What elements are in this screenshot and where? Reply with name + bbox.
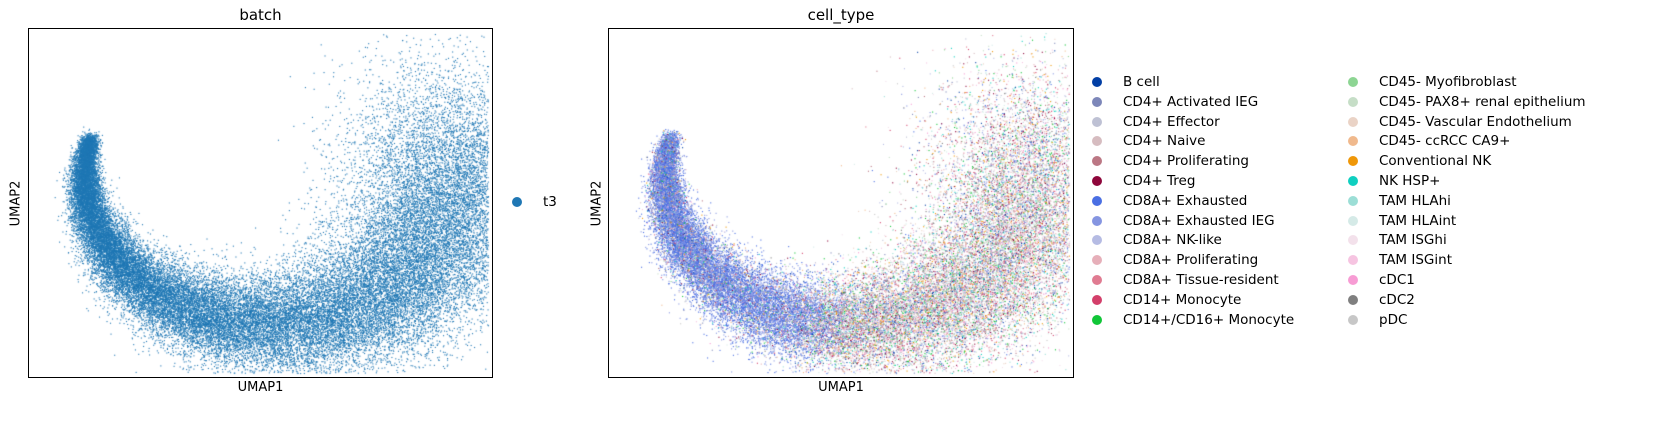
legend-item: CD8A+ Exhausted IEG (1092, 213, 1275, 229)
cell-type-y-axis-label: UMAP2 (589, 180, 605, 227)
legend-label: TAM HLAhi (1379, 192, 1451, 209)
legend-marker (1092, 136, 1102, 147)
legend-label: CD4+ Treg (1123, 173, 1196, 189)
legend-label: CD8A+ Tissue-resident (1123, 272, 1279, 288)
cell-type-x-axis-label: UMAP1 (818, 380, 864, 395)
legend-marker (1348, 136, 1358, 147)
legend-marker (1348, 215, 1358, 226)
legend-marker (1092, 294, 1102, 305)
legend-item: CD4+ Effector (1092, 114, 1220, 130)
legend-item: TAM HLAint (1348, 213, 1456, 229)
legend-marker (1092, 195, 1102, 206)
legend-label: CD8A+ NK-like (1123, 232, 1222, 249)
legend-marker (1348, 176, 1358, 186)
batch-y-axis-label: UMAP2 (8, 180, 24, 227)
legend-label: CD8A+ Proliferating (1123, 252, 1259, 269)
legend-label: TAM HLAint (1379, 212, 1457, 229)
legend-marker (1092, 156, 1102, 167)
legend-item: TAM ISGhi (1348, 232, 1447, 248)
legend-item: CD4+ Proliferating (1092, 153, 1249, 169)
legend-label: cDC1 (1379, 272, 1415, 288)
legend-marker (1348, 77, 1358, 87)
legend-item: TAM ISGint (1348, 252, 1452, 268)
legend-item: CD8A+ NK-like (1092, 232, 1222, 248)
legend-marker (1348, 255, 1358, 266)
legend-label: CD8A+ Exhausted IEG (1123, 212, 1275, 229)
legend-marker (1092, 215, 1102, 226)
legend-item: CD8A+ Proliferating (1092, 252, 1258, 268)
legend-label: CD4+ Activated IEG (1123, 93, 1259, 110)
legend-item: CD4+ Naive (1092, 133, 1205, 149)
legend-label: NK HSP+ (1379, 173, 1441, 189)
legend-item: TAM HLAhi (1348, 193, 1451, 209)
legend-marker (1348, 314, 1358, 325)
legend-marker (1348, 156, 1358, 167)
legend-item: pDC (1348, 312, 1407, 328)
legend-marker (1348, 96, 1358, 107)
legend-item: CD45- ccRCC CA9+ (1348, 133, 1510, 149)
legend-label: cDC2 (1379, 291, 1415, 308)
legend-label: CD45- PAX8+ renal epithelium (1379, 93, 1586, 110)
legend-marker (1092, 77, 1102, 87)
legend-marker (1348, 294, 1358, 305)
legend-label: TAM ISGint (1379, 252, 1452, 269)
legend-label: CD45- Myofibroblast (1379, 74, 1517, 90)
legend-label: CD4+ Proliferating (1123, 153, 1249, 170)
legend-item: B cell (1092, 74, 1160, 90)
legend-item: CD14+/CD16+ Monocyte (1092, 312, 1294, 328)
legend-item: Conventional NK (1348, 153, 1491, 169)
legend-marker (1348, 116, 1358, 127)
legend-item: CD45- Vascular Endothelium (1348, 114, 1572, 130)
legend-label: CD45- ccRCC CA9+ (1379, 133, 1511, 150)
legend-item: t3 (512, 194, 557, 210)
legend-item: NK HSP+ (1348, 173, 1440, 189)
legend-marker (1092, 116, 1102, 127)
legend-marker (1348, 235, 1358, 246)
legend-item: CD8A+ Exhausted (1092, 193, 1247, 209)
legend-label: Conventional NK (1379, 153, 1492, 170)
legend-label: t3 (543, 194, 557, 210)
legend-label: CD4+ Naive (1123, 133, 1206, 150)
legend-marker (1092, 275, 1102, 285)
legend-marker (1092, 96, 1102, 107)
cell-type-legend: B cell CD4+ Activated IEG CD4+ Effector CD4… (1092, 74, 1652, 334)
legend-marker (1092, 176, 1102, 186)
batch-scatter-points (29, 29, 492, 377)
batch-panel-title: batch (239, 6, 282, 24)
batch-legend: t3 (512, 194, 572, 214)
batch-x-axis-label: UMAP1 (237, 380, 284, 395)
legend-item: CD14+ Monocyte (1092, 292, 1241, 308)
legend-label: CD14+/CD16+ Monocyte (1123, 311, 1295, 328)
legend-marker (1092, 255, 1102, 266)
batch-plot-area (28, 28, 493, 378)
legend-label: CD8A+ Exhausted (1123, 192, 1248, 209)
legend-label: CD45- Vascular Endothelium (1379, 113, 1572, 130)
legend-marker (1092, 235, 1102, 246)
legend-item: CD45- Myofibroblast (1348, 74, 1517, 90)
legend-marker (1348, 275, 1358, 285)
cell-type-plot-area (608, 28, 1074, 378)
legend-label: B cell (1123, 74, 1160, 90)
legend-item: CD4+ Activated IEG (1092, 94, 1258, 110)
legend-label: pDC (1379, 311, 1408, 328)
legend-item: CD8A+ Tissue-resident (1092, 272, 1279, 288)
legend-item: cDC2 (1348, 292, 1415, 308)
legend-label: CD4+ Effector (1123, 113, 1220, 130)
legend-marker (512, 197, 522, 207)
legend-item: CD4+ Treg (1092, 173, 1195, 189)
legend-marker (1092, 314, 1102, 325)
legend-label: TAM ISGhi (1379, 232, 1447, 249)
legend-marker (1348, 195, 1358, 206)
legend-item: cDC1 (1348, 272, 1415, 288)
cell-type-scatter-points (609, 29, 1073, 377)
legend-item: CD45- PAX8+ renal epithelium (1348, 94, 1586, 110)
cell-type-panel-title: cell_type (807, 6, 875, 24)
legend-label: CD14+ Monocyte (1123, 291, 1242, 308)
